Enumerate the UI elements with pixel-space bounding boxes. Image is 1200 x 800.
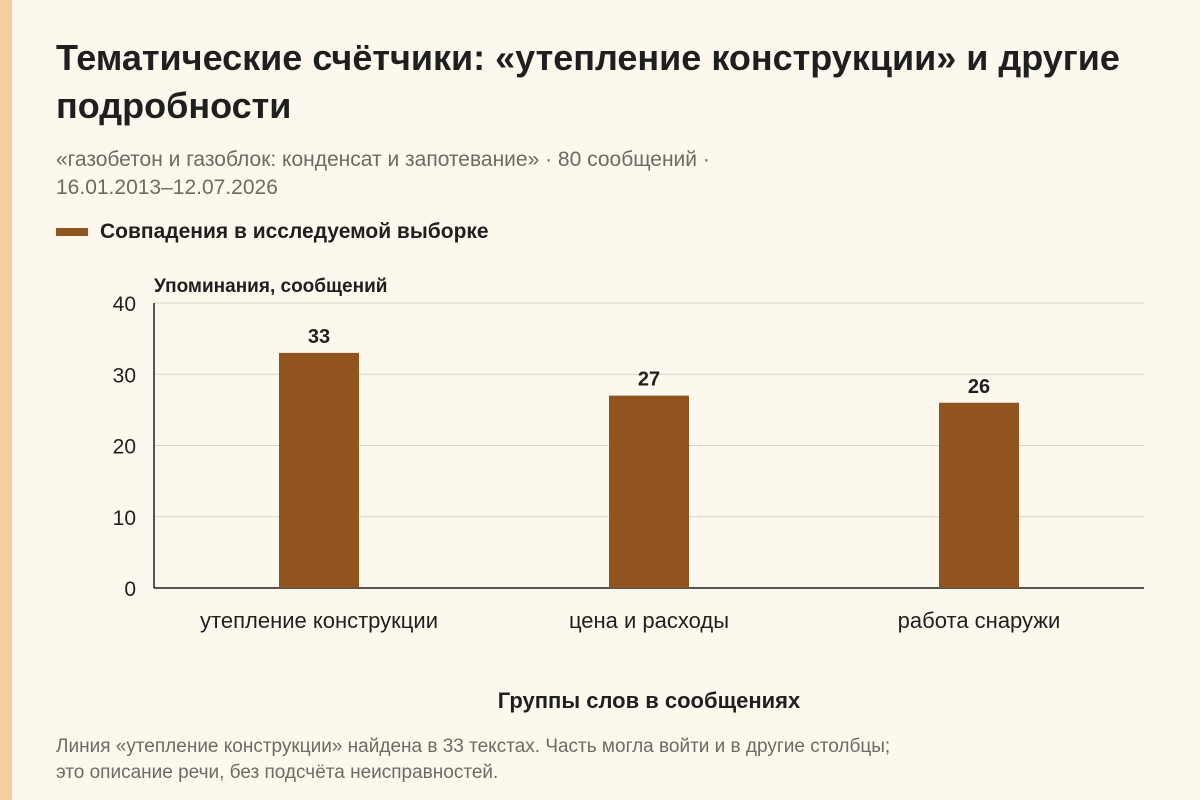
y-tick-label: 20 — [113, 436, 136, 459]
x-axis-label: Группы слов в сообщениях — [498, 688, 801, 713]
legend-swatch — [56, 228, 88, 236]
left-accent-strip — [0, 0, 12, 800]
bar-value-label: 27 — [638, 369, 660, 391]
footnote-line-1: Линия «утепление конструкции» найдена в … — [56, 736, 891, 757]
footnote: Линия «утепление конструкции» найдена в … — [56, 734, 1156, 786]
bar-2 — [609, 395, 689, 588]
y-tick-label: 30 — [113, 364, 136, 387]
bar-value-label: 26 — [968, 376, 990, 398]
y-axis-label: Упоминания, сообщений — [154, 276, 387, 297]
chart-subtitle: «газобетон и газоблок: конденсат и запот… — [56, 146, 1156, 202]
bar-3 — [939, 402, 1019, 588]
legend: Совпадения в исследуемой выборке — [56, 217, 489, 247]
subtitle-line-2: 16.01.2013–12.07.2026 — [56, 176, 278, 199]
y-tick-label: 0 — [124, 578, 136, 601]
x-tick-label: цена и расходы — [569, 608, 729, 633]
subtitle-line-1: «газобетон и газоблок: конденсат и запот… — [56, 148, 710, 171]
y-tick-label: 10 — [113, 507, 136, 530]
x-tick-label: утепление конструкции — [200, 608, 438, 633]
bar-1 — [279, 352, 359, 588]
x-tick-label: работа снаружи — [898, 608, 1061, 633]
chart-title: Тематические счётчики: «утепление констр… — [56, 37, 1120, 126]
legend-label: Совпадения в исследуемой выборке — [100, 220, 489, 243]
bar-value-label: 33 — [308, 326, 330, 348]
footnote-line-2: это описание речи, без подсчёта неисправ… — [56, 762, 499, 783]
y-tick-label: 40 — [113, 293, 136, 316]
bar-chart: 0 10 20 30 40 Упоминания, сообщений 33 утеплени… — [113, 276, 1144, 713]
